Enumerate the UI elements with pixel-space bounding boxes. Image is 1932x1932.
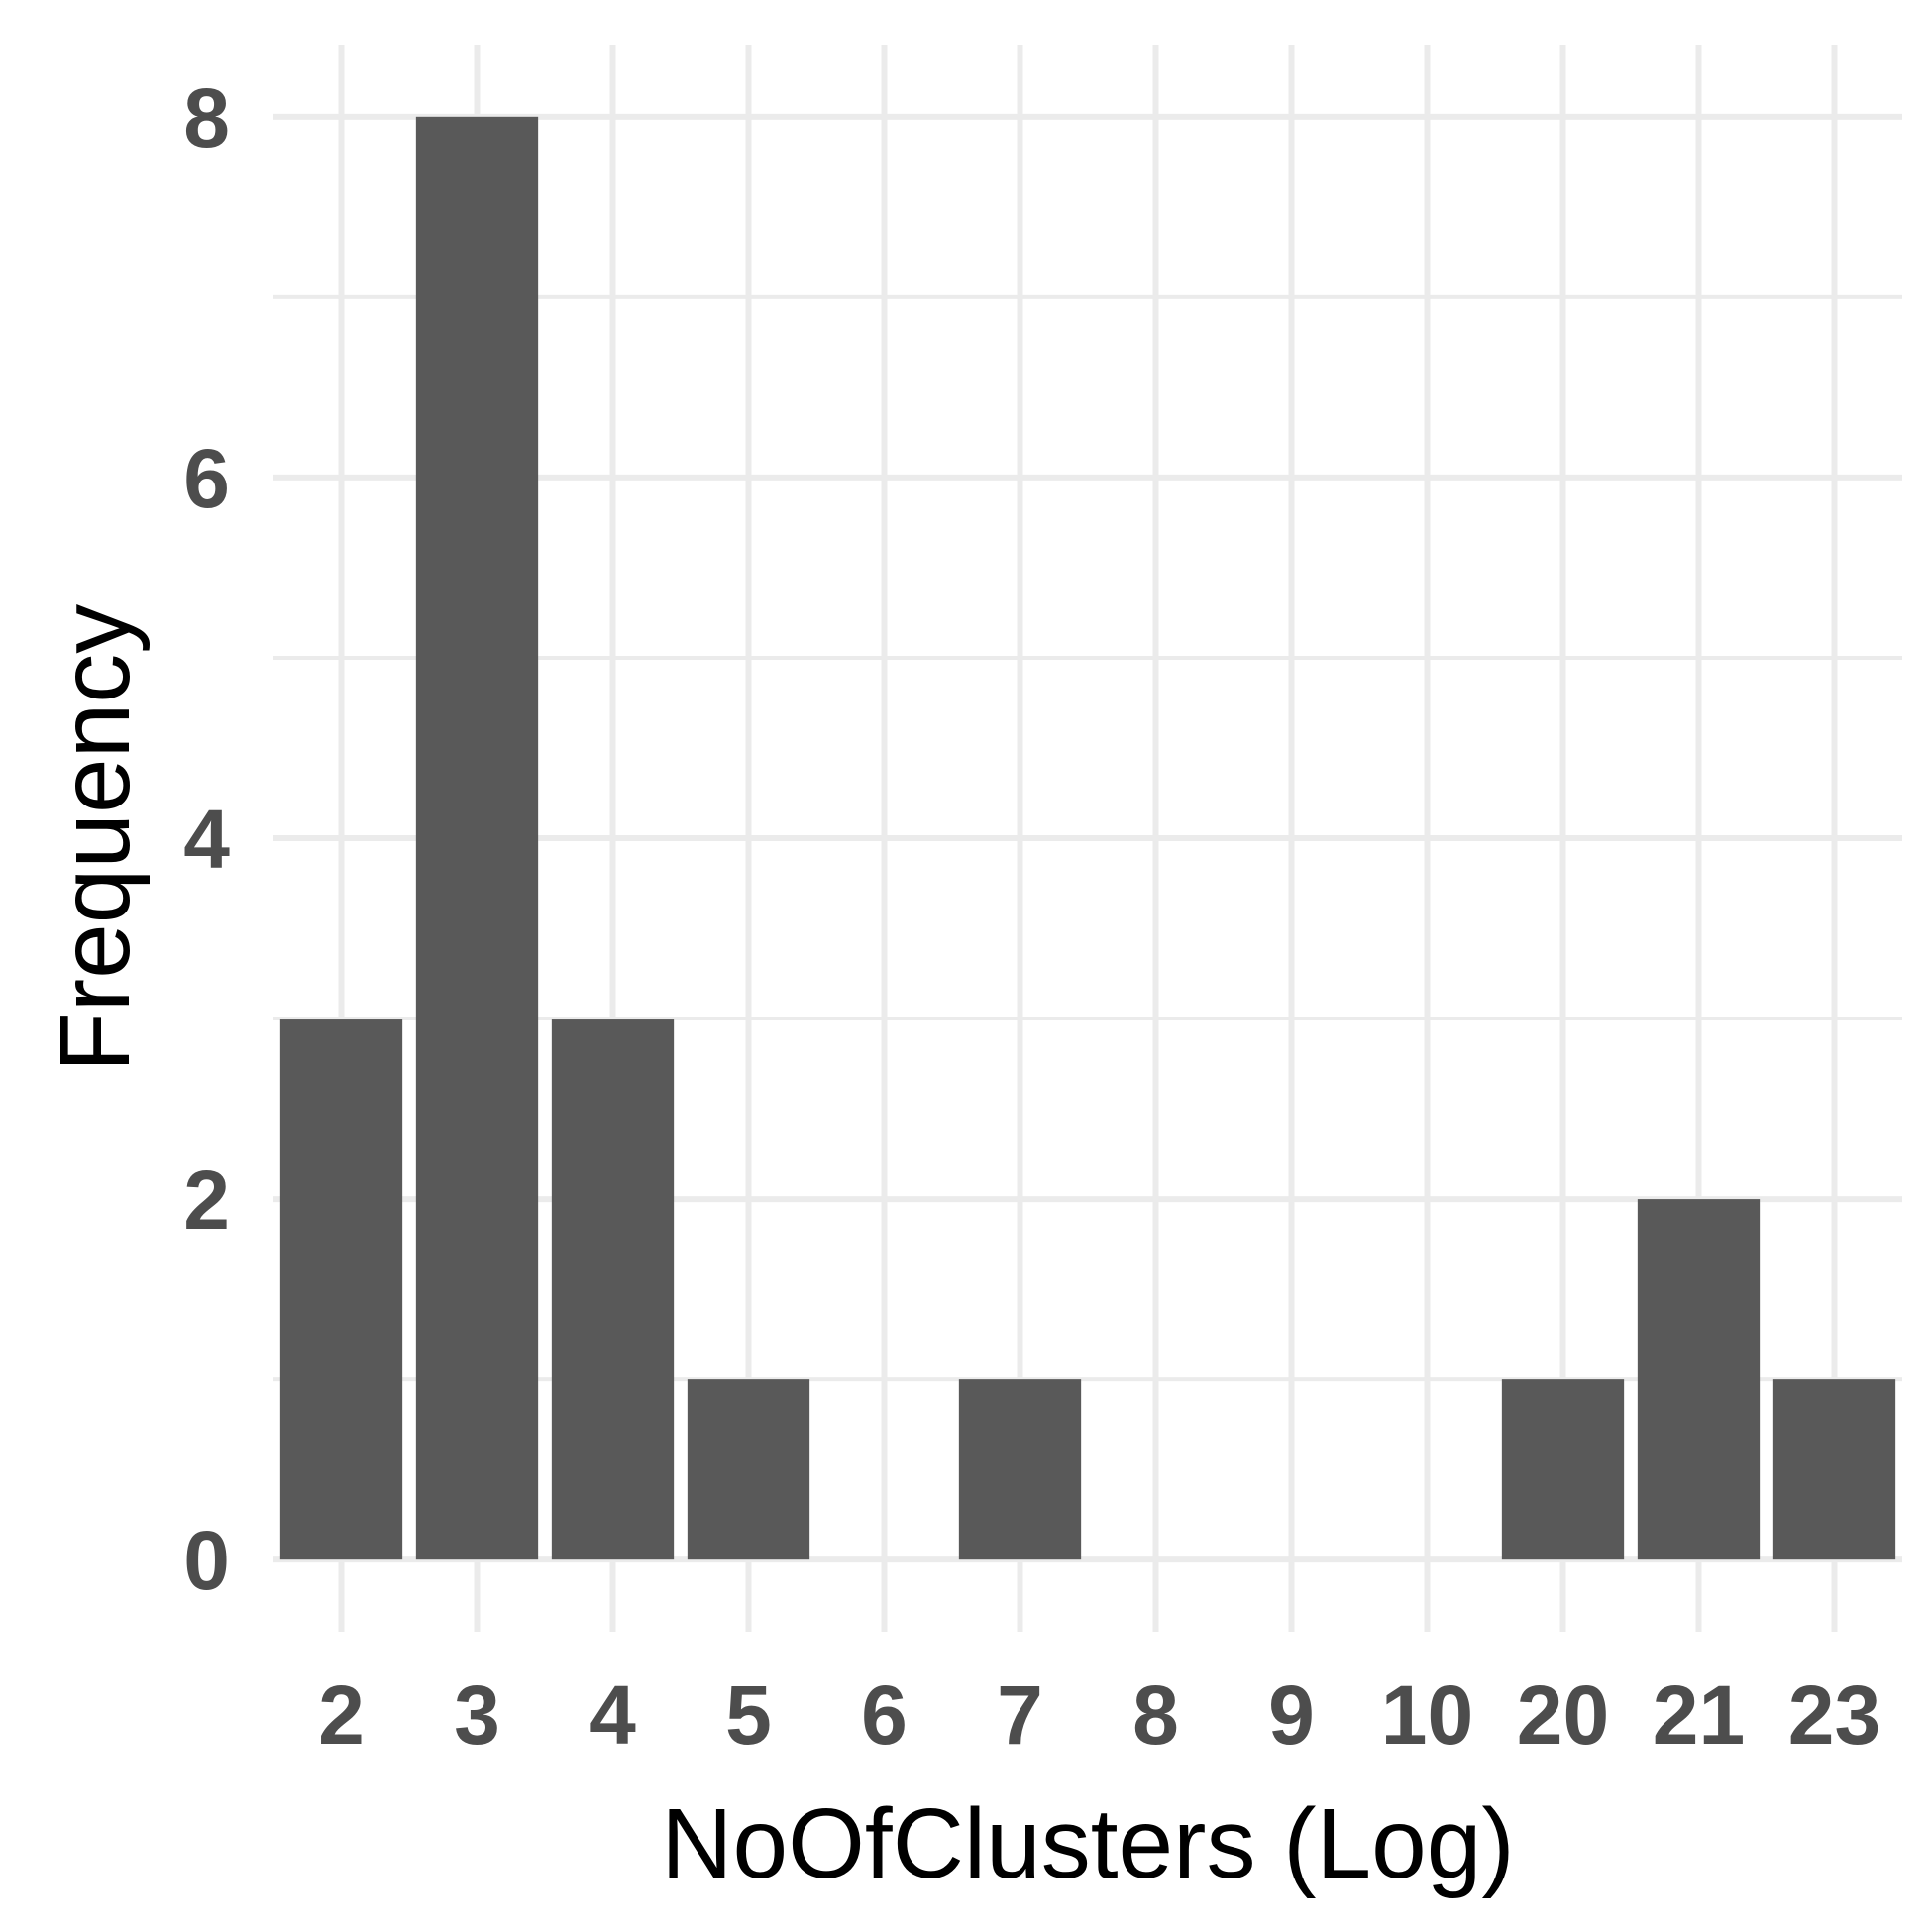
x-tick-label: 7: [997, 1668, 1043, 1762]
bar: [1501, 1379, 1625, 1560]
y-tick-label: 4: [183, 793, 230, 886]
bar: [279, 1019, 403, 1560]
x-tick-label: 9: [1268, 1668, 1315, 1762]
x-tick-label: 5: [725, 1668, 772, 1762]
y-tick-labels: 0 2 4 6 8: [183, 71, 230, 1607]
y-tick-label: 8: [183, 71, 230, 164]
y-tick-label: 2: [183, 1153, 230, 1246]
y-tick-label: 0: [183, 1514, 230, 1607]
x-tick-label: 20: [1517, 1668, 1609, 1762]
x-tick-label: 3: [454, 1668, 500, 1762]
x-tick-label: 23: [1788, 1668, 1880, 1762]
x-axis-title: NoOfClusters (Log): [661, 1788, 1514, 1899]
bar: [687, 1379, 810, 1560]
bar: [958, 1379, 1082, 1560]
bar: [551, 1019, 675, 1560]
bar: [1772, 1379, 1896, 1560]
bars: [279, 116, 1896, 1560]
x-tick-label: 2: [318, 1668, 365, 1762]
x-tick-label: 21: [1653, 1668, 1745, 1762]
y-axis-title: Frequency: [40, 604, 151, 1072]
x-tick-label: 10: [1381, 1668, 1473, 1762]
x-tick-label: 6: [861, 1668, 908, 1762]
x-tick-label: 4: [590, 1668, 636, 1762]
y-tick-label: 6: [183, 432, 230, 525]
x-tick-labels: 2 3 4 5 6 7 8 9 10 20 21 23: [318, 1668, 1880, 1762]
bar: [415, 116, 539, 1560]
x-tick-label: 8: [1132, 1668, 1179, 1762]
bar: [1637, 1199, 1761, 1560]
